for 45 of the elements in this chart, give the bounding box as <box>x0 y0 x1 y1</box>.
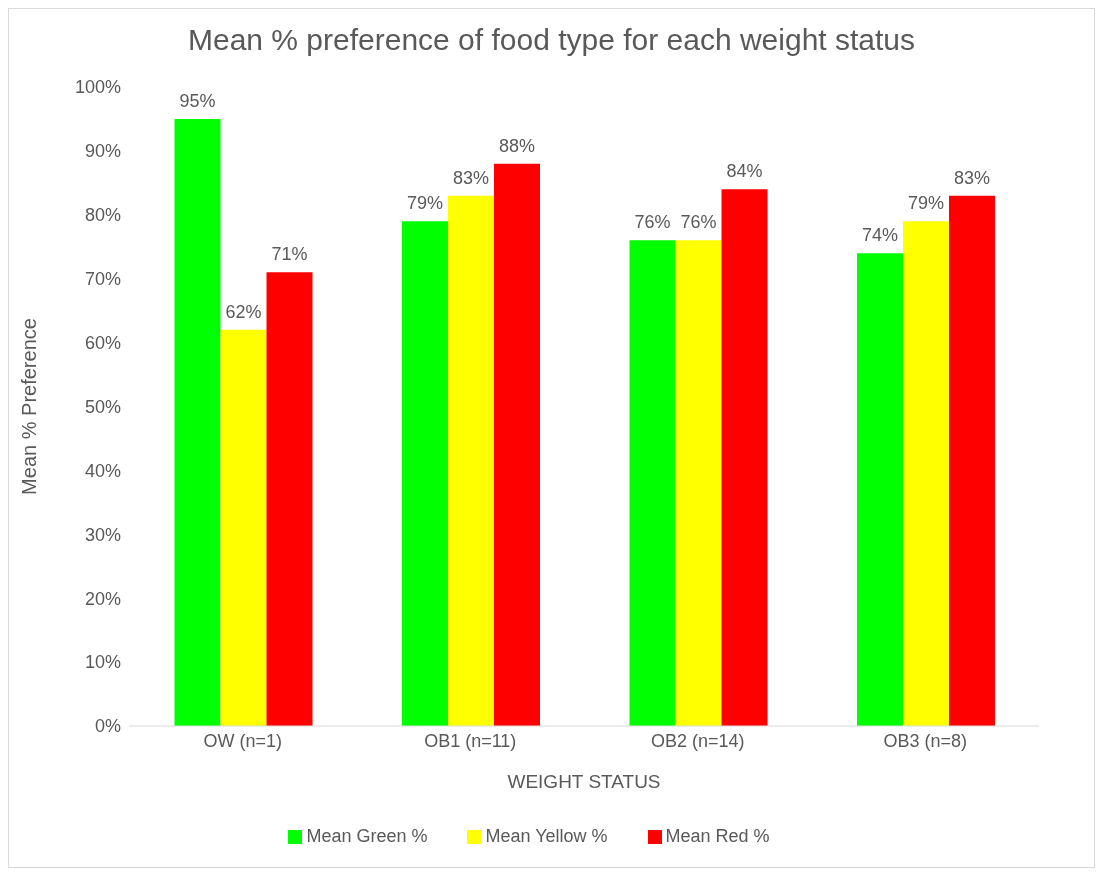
data-label: 76% <box>634 212 671 233</box>
bar <box>220 329 267 726</box>
y-tick-label: 0% <box>94 716 121 737</box>
bar <box>857 253 903 726</box>
y-axis-title: Mean % Preference <box>18 318 41 495</box>
bar <box>629 240 676 726</box>
data-label: 83% <box>953 167 991 188</box>
y-tick-label: 90% <box>84 141 121 162</box>
data-label: 95% <box>179 90 216 111</box>
legend-label: Mean Green % <box>306 826 428 846</box>
data-label: 84% <box>726 161 763 182</box>
bar <box>949 195 995 726</box>
legend-label: Mean Yellow % <box>485 826 608 846</box>
bar <box>494 163 540 726</box>
bar <box>174 118 221 726</box>
data-label: 83% <box>452 167 490 188</box>
y-tick-label: 50% <box>84 396 121 417</box>
y-tick-label: 20% <box>84 588 121 609</box>
data-label: 62% <box>225 301 262 322</box>
x-tick-label: OB2 (n=14) <box>650 730 745 751</box>
bar <box>675 240 722 726</box>
bar <box>721 189 768 726</box>
data-label: 74% <box>861 225 899 246</box>
chart-title: Mean % preference of food type for each weight status <box>186 23 917 58</box>
data-label: 79% <box>907 193 945 214</box>
bar <box>266 272 313 726</box>
x-axis-title: WEIGHT STATUS <box>507 771 661 792</box>
y-tick-label: 70% <box>84 269 121 290</box>
y-tick-label: 80% <box>84 205 121 226</box>
data-label: 71% <box>271 244 308 265</box>
data-label: 88% <box>498 135 536 156</box>
x-tick-label: OB1 (n=11) <box>424 730 517 751</box>
x-tick-label: OW (n=1) <box>203 730 283 751</box>
bar <box>448 195 494 726</box>
legend-label: Mean Red % <box>665 826 770 846</box>
y-tick-label: 100% <box>74 77 121 98</box>
bar <box>402 221 448 726</box>
data-label: 76% <box>680 212 717 233</box>
y-tick-label: 40% <box>84 460 121 481</box>
y-tick-label: 60% <box>84 332 121 353</box>
y-tick-label: 10% <box>84 652 121 673</box>
x-tick-label: OB3 (n=8) <box>883 730 968 751</box>
bar <box>903 221 949 726</box>
data-label: 79% <box>406 193 444 214</box>
y-tick-label: 30% <box>84 524 121 545</box>
